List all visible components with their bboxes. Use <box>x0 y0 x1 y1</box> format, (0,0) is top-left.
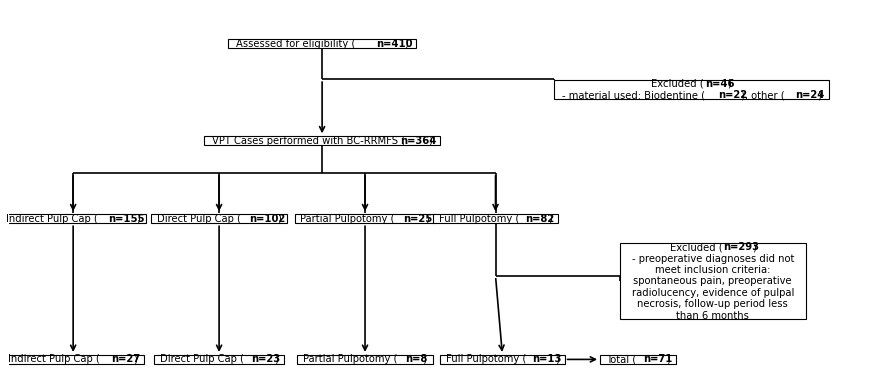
Text: Indirect Pulp Cap (: Indirect Pulp Cap ( <box>9 354 100 364</box>
Bar <box>204 136 440 146</box>
Bar <box>294 214 435 223</box>
Text: ): ) <box>727 79 731 89</box>
Bar <box>619 243 806 319</box>
Text: ): ) <box>277 214 281 224</box>
Bar <box>152 214 287 223</box>
Text: Indirect Pulp Cap (: Indirect Pulp Cap ( <box>6 214 97 224</box>
Text: n=293: n=293 <box>724 242 759 252</box>
Text: ): ) <box>137 214 140 224</box>
Text: n=410: n=410 <box>376 39 413 49</box>
Text: VPT Cases performed with BC-RRMFS (: VPT Cases performed with BC-RRMFS ( <box>212 136 405 146</box>
Text: n=27: n=27 <box>111 354 140 364</box>
Text: Excluded (: Excluded ( <box>651 79 703 89</box>
Text: ): ) <box>422 354 427 364</box>
Bar <box>154 355 284 364</box>
Text: n=155: n=155 <box>108 214 145 224</box>
Text: ): ) <box>426 214 429 224</box>
Text: ): ) <box>817 90 822 100</box>
Bar <box>0 214 146 223</box>
Text: ): ) <box>752 242 756 252</box>
Bar <box>298 355 433 364</box>
Bar <box>600 355 676 364</box>
Bar <box>440 355 565 364</box>
Text: Full Pulpotomy (: Full Pulpotomy ( <box>439 214 519 224</box>
Text: n=8: n=8 <box>406 354 427 364</box>
Text: ): ) <box>133 354 138 364</box>
Text: ): ) <box>428 136 433 146</box>
Text: ), other (: ), other ( <box>741 90 785 100</box>
Text: ): ) <box>555 354 559 364</box>
Text: than 6 months: than 6 months <box>676 311 749 320</box>
Text: Excluded (: Excluded ( <box>669 242 722 252</box>
Text: Assessed for eligibility (: Assessed for eligibility ( <box>236 39 355 49</box>
Text: - preoperative diagnoses did not: - preoperative diagnoses did not <box>632 254 794 263</box>
Text: ): ) <box>666 354 670 364</box>
Text: Partial Pulpotomy (: Partial Pulpotomy ( <box>303 354 398 364</box>
Text: n=24: n=24 <box>795 90 824 100</box>
Text: ): ) <box>405 39 408 49</box>
Text: n=25: n=25 <box>403 214 432 224</box>
Text: n=13: n=13 <box>532 354 562 364</box>
Text: - material used: Biodentine (: - material used: Biodentine ( <box>562 90 705 100</box>
Text: n=22: n=22 <box>718 90 747 100</box>
Bar <box>229 39 416 48</box>
Text: n=102: n=102 <box>249 214 285 224</box>
Text: Direct Pulp Cap (: Direct Pulp Cap ( <box>157 214 241 224</box>
Bar <box>554 80 829 99</box>
Text: n=71: n=71 <box>643 354 673 364</box>
Text: n=82: n=82 <box>526 214 555 224</box>
Text: meet inclusion criteria:: meet inclusion criteria: <box>655 265 770 275</box>
Text: necrosis, follow-up period less: necrosis, follow-up period less <box>638 299 788 309</box>
Text: Partial Pulpotomy (: Partial Pulpotomy ( <box>300 214 395 224</box>
Text: Direct Pulp Cap (: Direct Pulp Cap ( <box>159 354 244 364</box>
Text: n=364: n=364 <box>400 136 436 146</box>
Text: n=46: n=46 <box>704 79 734 89</box>
Bar <box>434 214 558 223</box>
Text: Total (: Total ( <box>605 354 636 364</box>
Text: spontaneous pain, preoperative: spontaneous pain, preoperative <box>633 277 792 286</box>
Text: Full Pulpotomy (: Full Pulpotomy ( <box>446 354 526 364</box>
Text: ): ) <box>274 354 278 364</box>
Text: radiolucency, evidence of pulpal: radiolucency, evidence of pulpal <box>632 288 794 298</box>
Text: ): ) <box>548 214 552 224</box>
Bar <box>3 355 144 364</box>
Text: n=23: n=23 <box>251 354 280 364</box>
